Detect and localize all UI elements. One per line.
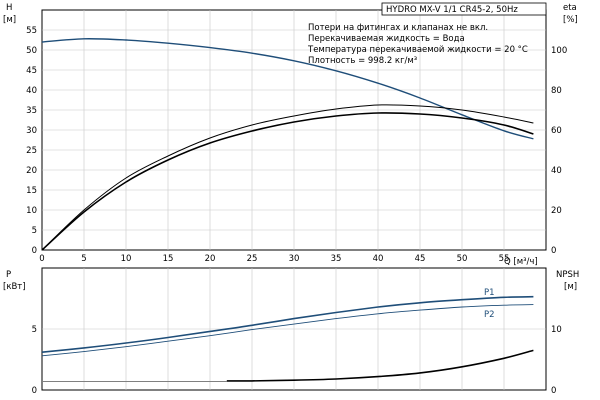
y-tick-label: 5	[32, 325, 37, 335]
x-tick-label: 45	[415, 254, 426, 264]
info-line: Потери на фитингах и клапанах не вкл.	[308, 23, 488, 33]
x-tick-label: 30	[289, 254, 300, 264]
top-series	[41, 38, 534, 251]
series-line-1-1	[41, 304, 534, 357]
x-tick-label: 10	[121, 254, 132, 264]
x-tick-label: 40	[373, 254, 384, 264]
bottom-series	[41, 295, 534, 382]
y2-tick-label: 0	[551, 386, 556, 396]
y-tick-label: 5	[32, 226, 37, 236]
y-tick-label: 35	[26, 106, 37, 116]
head-efficiency-panel: 0 5 10 15 20 25 30 35 40 45 50 55 0 5 10 15 20 25 30 35 40 45…	[3, 2, 578, 267]
efficiency-axis-unit: [%]	[563, 15, 578, 25]
y2-tick-label: 60	[551, 126, 562, 136]
p2-series-label: P2	[484, 310, 495, 320]
y-tick-label: 25	[26, 146, 37, 156]
info-line: Перекачиваемая жидкость = Вода	[308, 34, 465, 44]
y2-tick-label: 40	[551, 166, 562, 176]
head-axis-unit: [м]	[3, 15, 16, 25]
y-tick-label: 55	[26, 26, 37, 36]
y-tick-label: 0	[32, 386, 37, 396]
y2-tick-label: 20	[551, 206, 562, 216]
y-tick-label: 0	[32, 246, 37, 256]
y-tick-label: 40	[26, 86, 37, 96]
x-tick-label: 20	[205, 254, 216, 264]
y-tick-label: 20	[26, 166, 37, 176]
top-ticks: 0 5 10 15 20 25 30 35 40 45 50 55 0 5 10 15 20 25 30 35 40 45…	[26, 26, 567, 264]
x-tick-label: 0	[39, 254, 44, 264]
x-tick-label: 55	[499, 254, 510, 264]
head-axis-label: H	[6, 3, 12, 13]
flow-axis-label: Q [м³/ч]	[504, 257, 538, 267]
title-box	[381, 2, 547, 16]
power-axis-label: P	[6, 270, 11, 280]
y-tick-label: 45	[26, 66, 37, 76]
y2-tick-label: 100	[551, 46, 567, 56]
y2-tick-label: 10	[551, 325, 562, 335]
info-line: Плотность = 998.2 кг/м³	[308, 56, 417, 66]
x-tick-label: 5	[81, 254, 86, 264]
power-npsh-panel: 0 5 0 10 P [кВт] NPSH [м] P1 P2	[3, 267, 579, 396]
y-tick-label: 30	[26, 126, 37, 136]
power-axis-unit: [кВт]	[3, 282, 26, 292]
bottom-grid	[42, 268, 546, 390]
top-grid	[42, 10, 546, 250]
bottom-ticks: 0 5 0 10	[32, 325, 562, 396]
npsh-axis-label: NPSH	[556, 270, 579, 280]
series-line-0-0	[41, 38, 534, 140]
series-line-0-2	[41, 112, 534, 251]
x-tick-label: 25	[247, 254, 258, 264]
npsh-axis-unit: [м]	[564, 282, 577, 292]
info-line: Температура перекачиваемой жидкости = 20…	[307, 45, 528, 55]
y-tick-label: 50	[26, 46, 37, 56]
y2-tick-label: 80	[551, 86, 562, 96]
x-tick-label: 50	[457, 254, 468, 264]
series-line-1-3	[226, 349, 534, 382]
x-tick-label: 15	[163, 254, 174, 264]
y-tick-label: 15	[26, 186, 37, 196]
series-line-1-0	[41, 295, 534, 353]
chart-title: HYDRO MX-V 1/1 CR45-2, 50Hz	[386, 5, 518, 15]
info-block: Потери на фитингах и клапанах не вкл. Пе…	[307, 23, 528, 66]
y-tick-label: 10	[26, 206, 37, 216]
p1-series-label: P1	[484, 288, 495, 298]
x-tick-label: 35	[331, 254, 342, 264]
y2-tick-label: 0	[551, 246, 556, 256]
series-line-0-1	[41, 104, 534, 251]
efficiency-axis-label: eta	[563, 3, 577, 13]
